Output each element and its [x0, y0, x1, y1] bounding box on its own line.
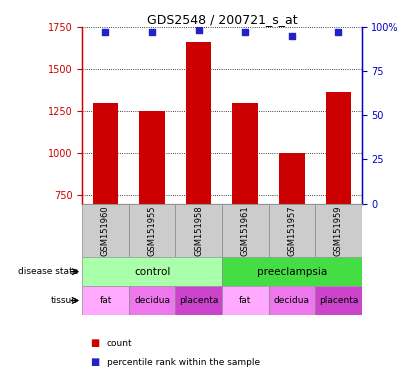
- Point: [242, 29, 249, 35]
- Bar: [175, 204, 222, 257]
- Bar: [82, 257, 222, 286]
- Bar: [175, 286, 222, 315]
- Text: GSM151958: GSM151958: [194, 205, 203, 256]
- Bar: [82, 286, 129, 315]
- Text: decidua: decidua: [134, 296, 170, 305]
- Point: [335, 29, 342, 35]
- Text: preeclampsia: preeclampsia: [257, 266, 327, 277]
- Point: [102, 29, 109, 35]
- Text: GSM151961: GSM151961: [241, 205, 250, 256]
- Text: count: count: [107, 339, 132, 348]
- Text: disease state: disease state: [18, 267, 78, 276]
- Text: control: control: [134, 266, 170, 277]
- Title: GDS2548 / 200721_s_at: GDS2548 / 200721_s_at: [147, 13, 297, 26]
- Text: tissue: tissue: [51, 296, 78, 305]
- Text: ■: ■: [90, 357, 100, 367]
- Text: GSM151955: GSM151955: [148, 205, 157, 256]
- Bar: [129, 286, 175, 315]
- Text: GSM151957: GSM151957: [287, 205, 296, 256]
- Point: [149, 29, 155, 35]
- Text: fat: fat: [99, 296, 112, 305]
- Text: fat: fat: [239, 296, 252, 305]
- Bar: [93, 103, 118, 204]
- Bar: [186, 42, 212, 204]
- Point: [289, 33, 295, 39]
- Bar: [326, 93, 351, 204]
- Bar: [279, 153, 305, 204]
- Bar: [268, 286, 315, 315]
- Text: placenta: placenta: [319, 296, 358, 305]
- Bar: [268, 204, 315, 257]
- Text: GSM151959: GSM151959: [334, 205, 343, 256]
- Point: [195, 27, 202, 33]
- Text: GSM151960: GSM151960: [101, 205, 110, 256]
- Bar: [222, 204, 268, 257]
- Bar: [233, 103, 258, 204]
- Text: placenta: placenta: [179, 296, 218, 305]
- Bar: [315, 204, 362, 257]
- Bar: [82, 204, 129, 257]
- Text: decidua: decidua: [274, 296, 310, 305]
- Text: percentile rank within the sample: percentile rank within the sample: [107, 358, 260, 367]
- Text: ■: ■: [90, 338, 100, 348]
- Bar: [315, 286, 362, 315]
- Bar: [222, 286, 268, 315]
- Bar: [139, 111, 165, 204]
- Bar: [222, 257, 362, 286]
- Bar: [129, 204, 175, 257]
